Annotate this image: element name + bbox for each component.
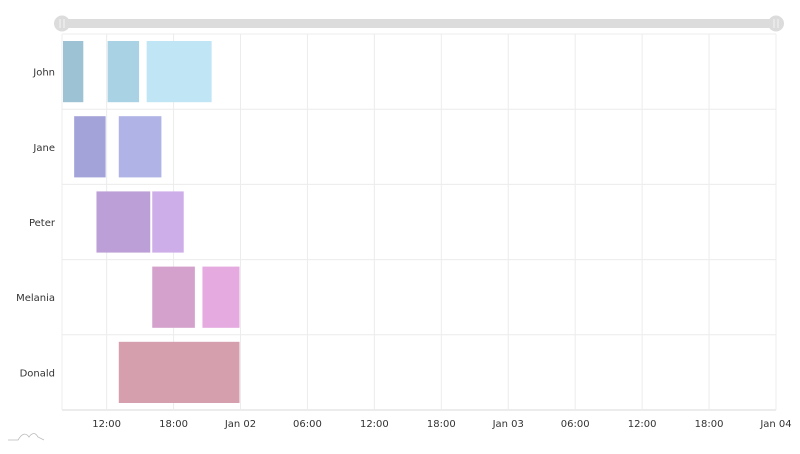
task-bars	[63, 41, 240, 403]
task-bar-melania[interactable]	[202, 266, 240, 328]
category-axis: John Jane Peter Melania Donald	[16, 68, 56, 380]
scrollbar-start-grip[interactable]	[54, 15, 70, 32]
x-tick-label: 12:00	[628, 419, 657, 430]
task-bar-john[interactable]	[63, 41, 84, 103]
x-tick-label: 18:00	[695, 419, 724, 430]
category-label: Donald	[20, 368, 55, 379]
scrollbar-end-grip[interactable]	[768, 15, 784, 32]
x-tick-label: 12:00	[360, 419, 389, 430]
category-label: Melania	[16, 293, 55, 304]
amcharts-logo-icon	[8, 433, 45, 441]
task-bar-john[interactable]	[146, 41, 212, 103]
date-axis: 12:00 18:00 Jan 02 06:00 12:00 18:00 Jan 03 06:…	[92, 419, 791, 430]
task-bar-donald[interactable]	[118, 341, 240, 403]
category-label: Peter	[29, 218, 56, 229]
task-bar-peter[interactable]	[152, 191, 184, 253]
task-bar-jane[interactable]	[118, 116, 162, 178]
category-label: John	[32, 68, 55, 79]
scrollbar-thumb[interactable]	[62, 19, 776, 28]
task-bar-peter[interactable]	[96, 191, 151, 253]
grip-lines-icon	[773, 19, 779, 28]
category-label: Jane	[32, 143, 55, 154]
task-bar-jane[interactable]	[74, 116, 106, 178]
task-bar-melania[interactable]	[152, 266, 195, 328]
x-tick-label: 06:00	[561, 419, 590, 430]
x-tick-label: Jan 02	[224, 419, 256, 430]
task-bar-john[interactable]	[107, 41, 140, 103]
grid	[61, 33, 777, 411]
x-tick-label: 06:00	[293, 419, 322, 430]
x-tick-label: Jan 03	[492, 419, 524, 430]
horizontal-scrollbar[interactable]	[54, 15, 784, 32]
grip-lines-icon	[59, 19, 65, 28]
x-tick-label: 18:00	[159, 419, 188, 430]
x-tick-label: 12:00	[92, 419, 121, 430]
x-tick-label: Jan 04	[759, 419, 791, 430]
x-tick-label: 18:00	[427, 419, 456, 430]
